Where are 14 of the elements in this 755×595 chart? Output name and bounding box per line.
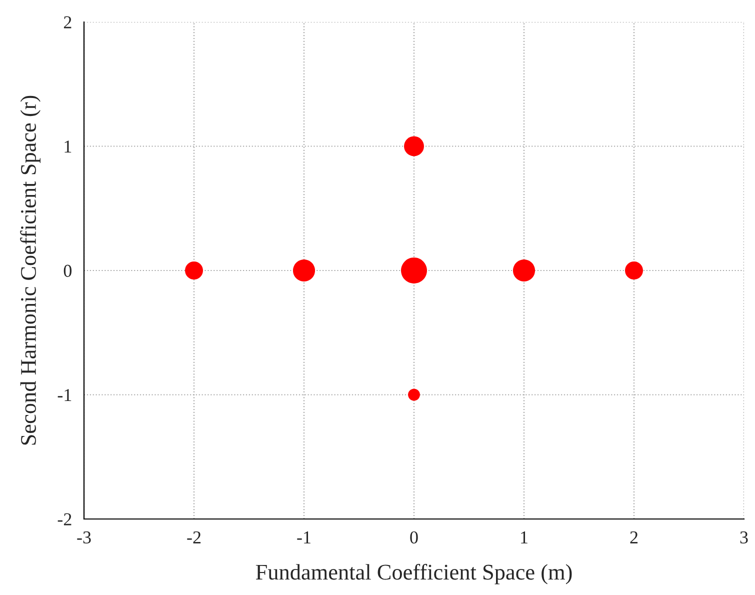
y-tick-label: 0 bbox=[64, 264, 72, 277]
x-tick-label: 2 bbox=[630, 531, 638, 544]
x-tick-label: -2 bbox=[187, 531, 201, 544]
x-axis-title: Fundamental Coefficient Space (m) bbox=[256, 564, 572, 584]
y-tick-label: 1 bbox=[64, 140, 72, 153]
x-tick-label: -1 bbox=[297, 531, 310, 544]
x-tick-label: 3 bbox=[740, 531, 748, 544]
y-tick-label: 2 bbox=[64, 16, 72, 28]
y-tick-label: -2 bbox=[58, 513, 72, 526]
x-tick-label: -3 bbox=[77, 531, 91, 544]
x-tick-label: 1 bbox=[521, 531, 528, 544]
x-tick-label: 0 bbox=[410, 531, 418, 544]
y-tick-label: -1 bbox=[58, 389, 72, 402]
y-axis-title: Second Harmonic Coefficient Space (r) bbox=[20, 96, 40, 445]
